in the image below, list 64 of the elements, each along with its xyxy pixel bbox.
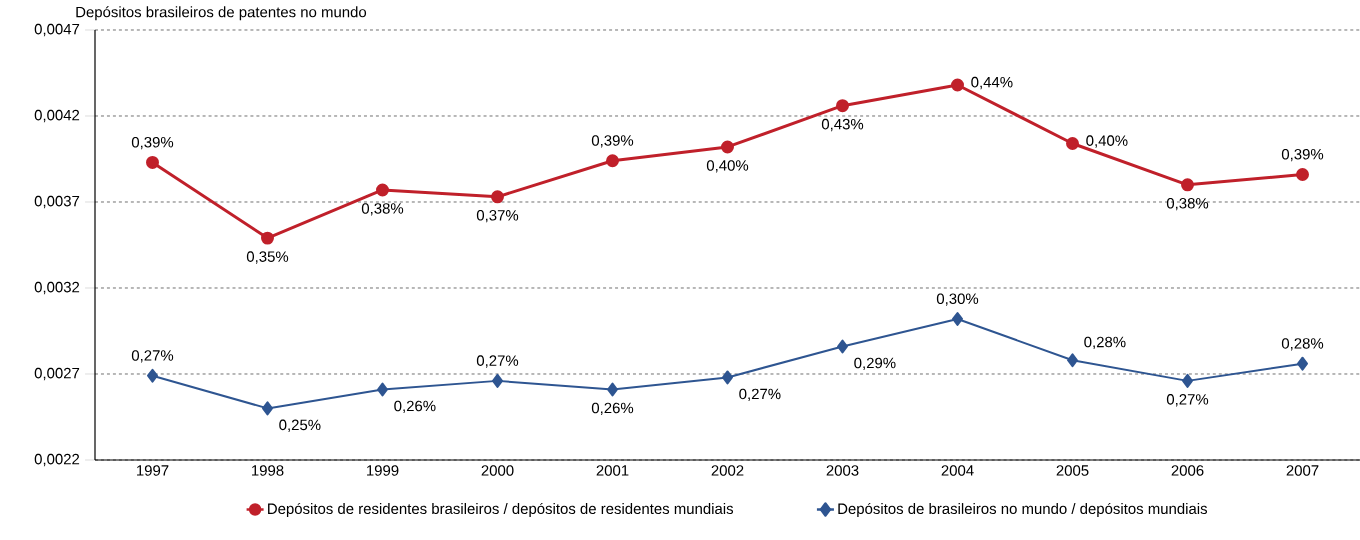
legend-label: Depósitos de residentes brasileiros / depósitos de residentes mundiais [268, 502, 734, 517]
data-label: 0,25% [279, 419, 321, 432]
x-tick-label: 2002 [711, 465, 744, 476]
y-tick-label: 0,0042 [34, 109, 80, 123]
point [262, 401, 273, 416]
data-label: 0,39% [131, 136, 174, 150]
point [837, 339, 848, 354]
data-label: 0,35% [246, 251, 289, 264]
data-label: 0,30% [936, 293, 979, 306]
x-tick-label: 2001 [596, 465, 629, 476]
point [261, 231, 274, 245]
point [1181, 178, 1194, 192]
point [491, 190, 504, 204]
point [607, 382, 618, 397]
data-label: 0,26% [591, 402, 634, 416]
data-label: 0,28% [1281, 338, 1324, 351]
point [147, 368, 158, 383]
data-label: 0,29% [854, 357, 896, 371]
data-label: 0,26% [394, 400, 436, 414]
point [1296, 168, 1309, 181]
data-label: 0,40% [706, 160, 749, 173]
y-tick-label: 0,0047 [34, 23, 80, 37]
data-label: 0,28% [1084, 336, 1126, 350]
point [1066, 137, 1079, 150]
point [1067, 353, 1078, 368]
point [952, 311, 963, 326]
data-label: 0,27% [131, 350, 174, 363]
point [951, 78, 964, 92]
point [376, 183, 389, 197]
data-label: 0,37% [476, 210, 519, 223]
data-label: 0,40% [1086, 135, 1128, 148]
data-label: 0,39% [1281, 148, 1324, 162]
legend-label: Depósitos de brasileiros no mundo / depósitos mundiais [838, 502, 1208, 517]
x-tick-label: 1998 [252, 465, 284, 476]
data-label: 0,27% [739, 388, 781, 401]
point [146, 155, 159, 169]
data-label: 0,44% [971, 76, 1013, 90]
point [836, 99, 849, 113]
data-label: 0,38% [361, 203, 404, 216]
x-tick-label: 1997 [137, 465, 169, 476]
x-tick-label: 2005 [1056, 465, 1089, 476]
x-tick-label: 2007 [1286, 465, 1319, 476]
x-tick-label: 2004 [941, 465, 974, 476]
x-tick-label: 2000 [481, 465, 514, 476]
point [1297, 356, 1308, 371]
x-tick-label: 2006 [1171, 465, 1204, 476]
chart-title: Depósitos brasileiros de patentes no mundo [76, 6, 367, 21]
data-label: 0,43% [821, 118, 864, 132]
point [1182, 373, 1193, 388]
point [722, 370, 733, 385]
point [377, 382, 388, 397]
y-tick-label: 0,0022 [34, 453, 80, 467]
point [492, 373, 503, 388]
data-label: 0,27% [476, 355, 519, 368]
data-label: 0,38% [1166, 197, 1209, 211]
y-tick-label: 0,0037 [34, 195, 80, 209]
point [721, 140, 734, 154]
x-tick-label: 2003 [826, 465, 859, 476]
point [606, 154, 619, 168]
y-tick-label: 0,0027 [34, 367, 80, 381]
y-tick-label: 0,0032 [34, 281, 80, 295]
data-label: 0,39% [591, 135, 634, 148]
x-tick-label: 1999 [367, 465, 399, 476]
data-label: 0,27% [1166, 394, 1209, 407]
